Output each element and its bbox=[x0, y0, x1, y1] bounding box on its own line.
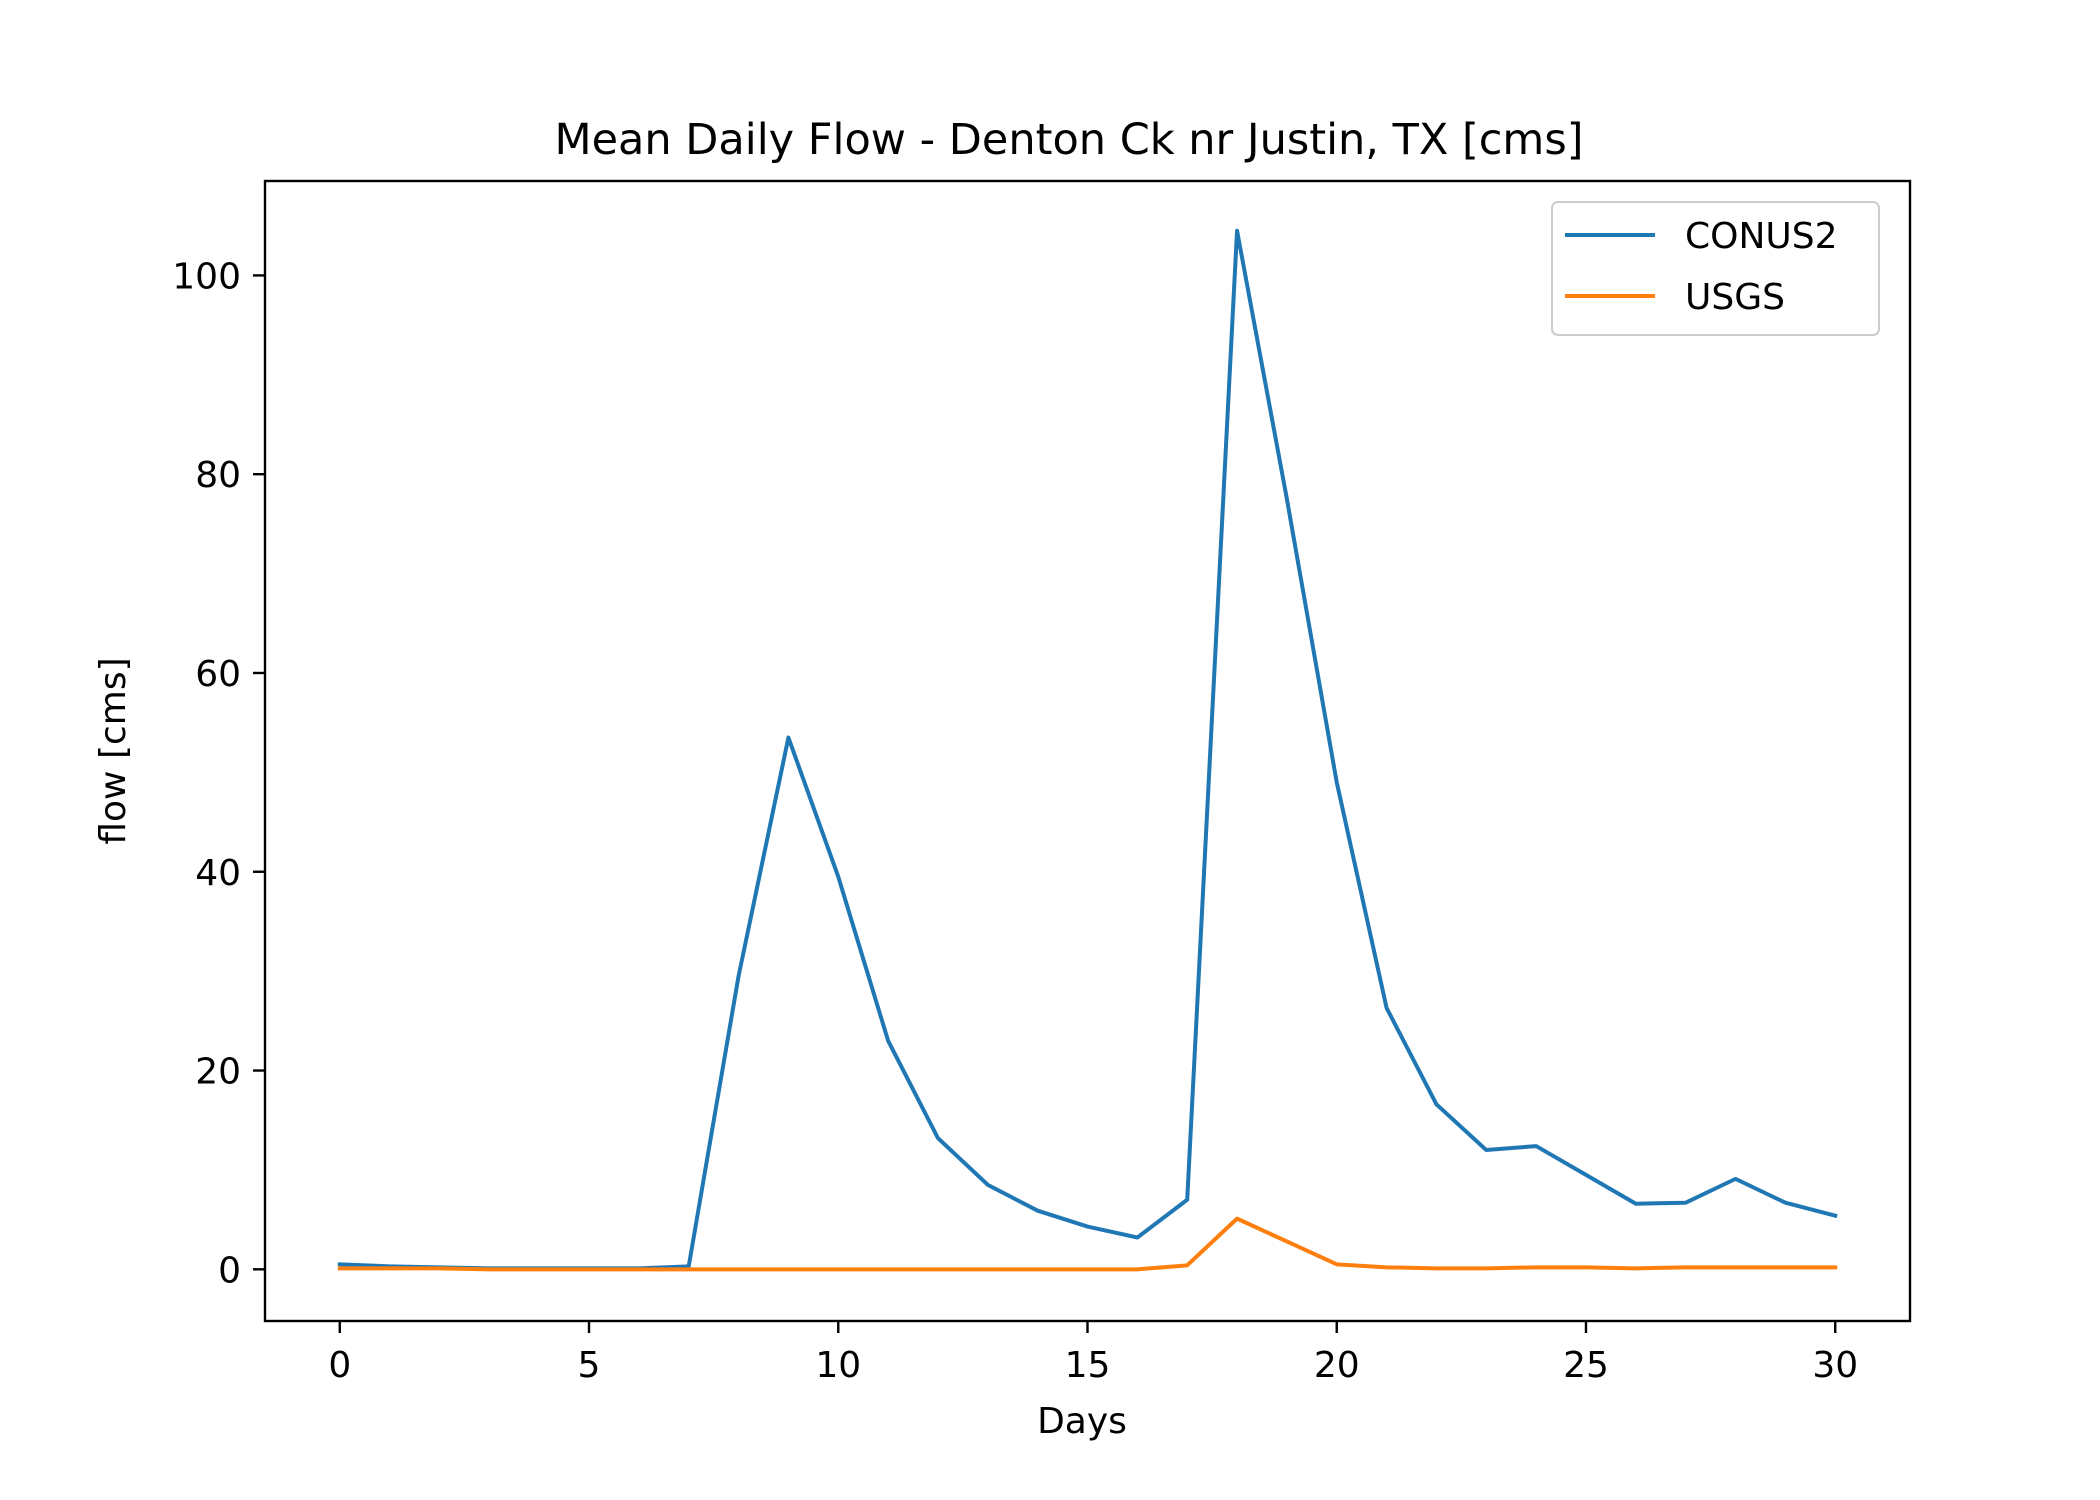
y-axis: 0 20 40 60 80 100 bbox=[172, 256, 265, 1291]
series-lines bbox=[337, 228, 1838, 1272]
legend: CONUS2 USGS bbox=[1551, 201, 1880, 336]
y-axis-label: flow [cms] bbox=[93, 657, 134, 844]
y-tick-label: 60 bbox=[195, 654, 241, 695]
x-tick-label: 30 bbox=[1812, 1345, 1858, 1386]
x-tick-label: 25 bbox=[1563, 1345, 1609, 1386]
legend-label-conus2: CONUS2 bbox=[1685, 216, 1838, 257]
x-axis: 0 5 10 15 20 25 30 bbox=[328, 1321, 1858, 1386]
axes-frame bbox=[263, 179, 1912, 1323]
chart-title: Mean Daily Flow - Denton Ck nr Justin, T… bbox=[554, 115, 1583, 165]
series-line-usgs bbox=[337, 1216, 1838, 1272]
x-tick-label: 0 bbox=[328, 1345, 351, 1386]
y-tick-label: 80 bbox=[195, 455, 241, 496]
y-tick-label: 40 bbox=[195, 853, 241, 894]
x-tick-label: 15 bbox=[1065, 1345, 1111, 1386]
x-tick-label: 5 bbox=[578, 1345, 601, 1386]
x-axis-label: Days bbox=[1037, 1401, 1127, 1442]
legend-label-usgs: USGS bbox=[1685, 277, 1785, 318]
x-tick-label: 10 bbox=[815, 1345, 861, 1386]
y-tick-label: 0 bbox=[218, 1250, 241, 1291]
x-tick-label: 20 bbox=[1314, 1345, 1360, 1386]
series-line-conus2 bbox=[337, 228, 1838, 1271]
y-tick-label: 100 bbox=[172, 256, 241, 297]
y-tick-label: 20 bbox=[195, 1052, 241, 1093]
